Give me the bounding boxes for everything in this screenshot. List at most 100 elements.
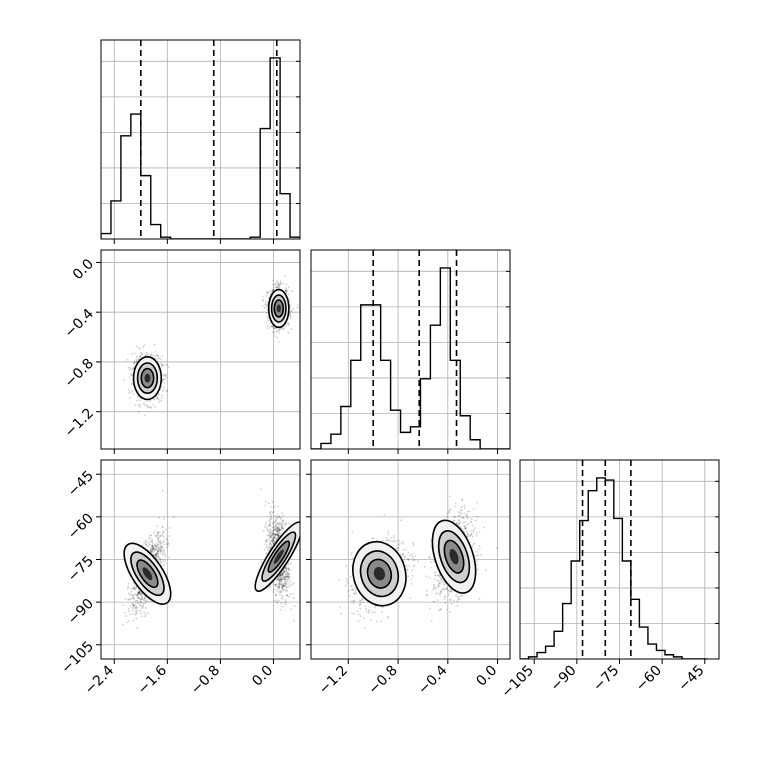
joint-0-point	[158, 400, 161, 403]
joint-1-point	[157, 532, 159, 535]
joint-1-point	[277, 576, 279, 579]
joint-1-point	[283, 582, 285, 585]
joint-0-point	[273, 331, 276, 334]
joint-1-point	[280, 516, 282, 519]
joint-2-point	[482, 526, 485, 529]
joint-1-point	[136, 606, 139, 609]
joint-2-point	[461, 499, 463, 502]
joint-0-point	[160, 386, 163, 388]
joint-1-point	[139, 612, 142, 615]
joint-1-point	[159, 557, 162, 560]
joint-1-point	[276, 527, 279, 529]
joint-1-point	[150, 548, 153, 551]
joint-1-point	[265, 521, 268, 523]
joint-0-point	[272, 283, 274, 285]
joint-1-point	[153, 550, 156, 552]
joint-1-point	[155, 535, 158, 538]
joint-1-point	[151, 540, 154, 542]
joint-1-point	[278, 582, 281, 585]
joint-1-point	[157, 550, 159, 553]
joint-2-point	[472, 507, 475, 510]
joint-2-point	[453, 519, 455, 522]
joint-0-point	[266, 291, 269, 294]
joint-2-point	[441, 588, 444, 591]
joint-1-point	[281, 573, 283, 575]
joint-1-point	[132, 587, 135, 589]
joint-1-point	[157, 537, 160, 539]
joint-0-point	[159, 358, 162, 361]
joint-2-point	[464, 521, 466, 523]
joint-0-point	[290, 310, 293, 312]
joint-0-point	[285, 292, 288, 295]
joint-2-point	[365, 607, 367, 610]
joint-1-point	[272, 532, 274, 535]
joint-0-point	[143, 344, 146, 346]
joint-1-point	[271, 534, 273, 537]
joint-1-point	[142, 602, 144, 605]
joint-2-point	[387, 533, 390, 535]
joint-0-point	[275, 283, 277, 286]
joint-0-point	[275, 281, 278, 284]
joint-1-point	[279, 580, 282, 582]
joint-1-point	[284, 523, 287, 526]
joint-1-point	[284, 523, 287, 526]
joint-1-point	[285, 589, 288, 592]
joint-1-point	[138, 591, 140, 594]
joint-2-point	[417, 560, 419, 563]
joint-1-point	[273, 532, 276, 535]
joint-1-point	[272, 533, 274, 536]
joint-1-point	[127, 582, 130, 585]
joint-2-point	[400, 553, 402, 556]
joint-0-point	[142, 345, 145, 348]
joint-1-point	[160, 546, 162, 548]
joint-2-point	[435, 565, 437, 568]
joint-1-point	[151, 544, 154, 547]
joint-0-point	[266, 327, 269, 330]
joint-1-point	[140, 592, 143, 595]
joint-0-point	[289, 314, 291, 317]
joint-1-point	[162, 530, 165, 533]
joint-0-point	[147, 353, 150, 356]
joint-0-point	[266, 303, 269, 306]
joint-1-point	[280, 521, 283, 524]
joint-0-point	[147, 406, 149, 409]
joint-1-point	[273, 522, 276, 524]
joint-0-point	[162, 388, 165, 391]
joint-2-point	[346, 577, 348, 580]
joint-1-point	[280, 583, 283, 586]
joint-1-point	[281, 571, 283, 574]
joint-0-point	[296, 306, 299, 309]
joint-1-point	[281, 527, 284, 530]
joint-2-point	[379, 620, 382, 622]
joint-1-point	[282, 519, 284, 522]
joint-0-point	[145, 404, 148, 407]
joint-0-point	[266, 308, 269, 311]
joint-1-point	[157, 552, 160, 555]
joint-2-point	[423, 565, 426, 568]
joint-1-point	[272, 530, 274, 532]
joint-1-point	[286, 580, 289, 583]
joint-1-point	[281, 574, 283, 577]
joint-1-point	[278, 522, 281, 525]
joint-1-point	[277, 525, 280, 528]
joint-1-point	[150, 551, 153, 553]
joint-1-point	[132, 606, 134, 609]
joint-1-point	[159, 551, 162, 553]
joint-0-point	[282, 282, 285, 285]
joint-1-point	[163, 543, 166, 546]
joint-2-point	[361, 598, 363, 601]
joint-1-point	[151, 538, 153, 541]
joint-1-point	[138, 592, 141, 595]
joint-0-point	[145, 400, 147, 403]
joint-1-point	[156, 543, 159, 546]
joint-1-point	[155, 541, 158, 544]
joint-1-point	[284, 578, 286, 581]
joint-2-point	[402, 553, 405, 556]
joint-1-point	[278, 586, 280, 589]
joint-1-point	[143, 599, 146, 602]
joint-1-point	[280, 524, 283, 527]
joint-1-point	[285, 600, 287, 603]
joint-1-point	[163, 549, 166, 552]
joint-1-point	[265, 543, 267, 546]
joint-0-point	[266, 324, 269, 327]
